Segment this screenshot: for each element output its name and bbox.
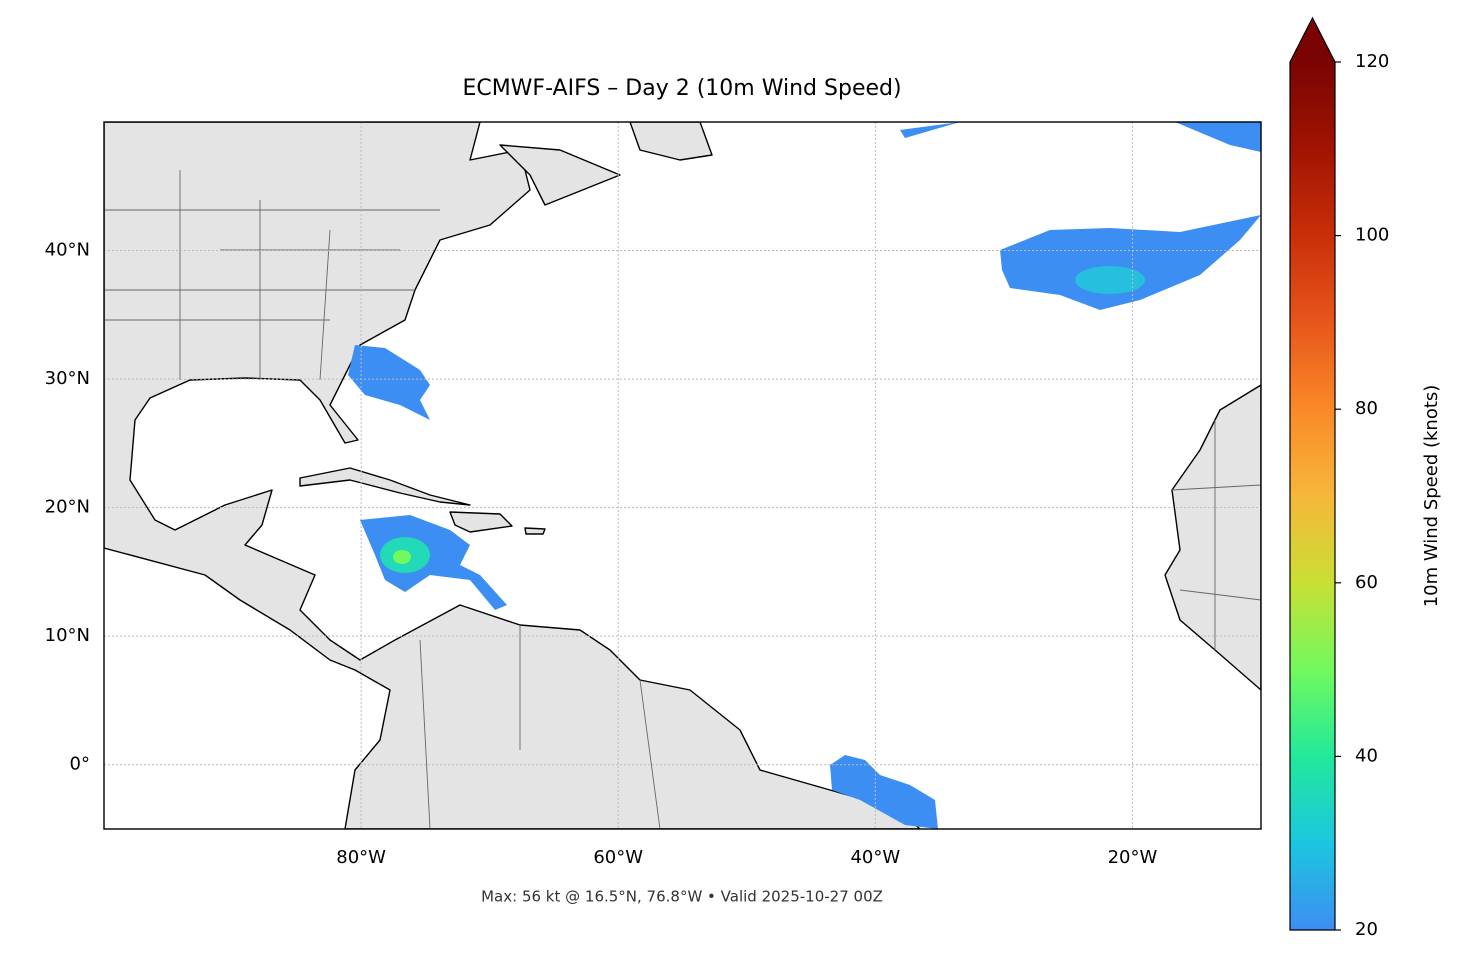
cuba — [299, 467, 471, 506]
colorbar-tick-label: 100 — [1355, 225, 1389, 246]
x-tick-label: 60°W — [593, 847, 643, 868]
wind-core — [393, 550, 411, 564]
state-borders — [104, 170, 1261, 829]
americas — [104, 122, 921, 829]
colorbar-tick-label: 40 — [1355, 745, 1378, 766]
colorbar-tick-label: 20 — [1355, 919, 1378, 940]
colorbar-label: 10m Wind Speed (knots) — [1421, 385, 1442, 608]
y-tick-label: 20°N — [45, 497, 90, 518]
y-tick-label: 0° — [70, 754, 90, 775]
footer-note: Max: 56 kt @ 16.5°N, 76.8°W • Valid 2025… — [481, 888, 883, 906]
hispaniola — [449, 511, 513, 533]
x-tick-label: 80°W — [336, 847, 386, 868]
x-tick-label: 40°W — [850, 847, 900, 868]
maritimes — [499, 144, 621, 206]
chart-title: ECMWF-AIFS – Day 2 (10m Wind Speed) — [462, 76, 901, 101]
wind-area — [830, 755, 938, 829]
colorbar-tick-label: 60 — [1355, 572, 1378, 593]
colorbar-tick-label: 120 — [1355, 51, 1389, 72]
puerto-rico — [524, 527, 546, 535]
wind-area — [348, 345, 430, 420]
y-tick-label: 30°N — [45, 368, 90, 389]
africa — [1164, 384, 1261, 691]
basemap — [104, 122, 1261, 829]
newfoundland — [629, 122, 713, 161]
colorbar-scale — [1290, 62, 1335, 930]
colorbar: 20 40 60 80 100 120 — [1289, 16, 1389, 940]
colorbar-tick-label: 80 — [1355, 398, 1378, 419]
y-tick-label: 10°N — [45, 625, 90, 646]
graticule — [104, 122, 1261, 829]
colorbar-extension — [1290, 18, 1335, 62]
colorbar-outline — [1289, 16, 1336, 931]
wind-area — [1000, 215, 1261, 310]
x-tick-label: 20°W — [1108, 847, 1158, 868]
wind-core — [1075, 266, 1145, 294]
y-tick-label: 40°N — [45, 240, 90, 261]
map-frame — [103, 121, 1262, 830]
wind-area — [900, 122, 1261, 152]
